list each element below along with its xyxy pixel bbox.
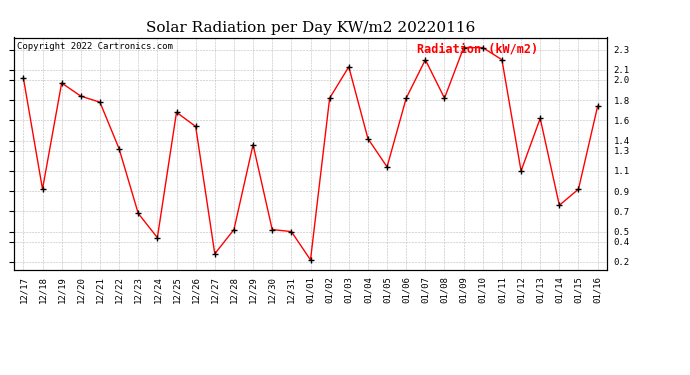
Text: Radiation (kW/m2): Radiation (kW/m2) [417, 42, 538, 55]
Text: Copyright 2022 Cartronics.com: Copyright 2022 Cartronics.com [17, 42, 172, 51]
Title: Solar Radiation per Day KW/m2 20220116: Solar Radiation per Day KW/m2 20220116 [146, 21, 475, 35]
